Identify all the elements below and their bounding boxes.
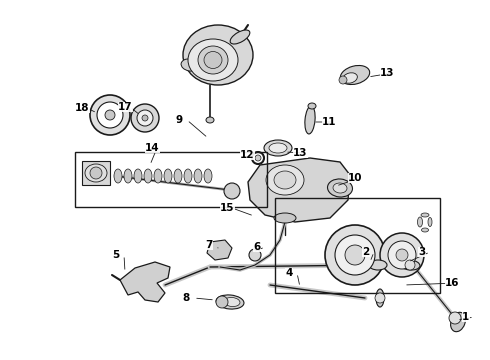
Ellipse shape <box>341 66 369 85</box>
Ellipse shape <box>428 217 432 226</box>
Ellipse shape <box>164 169 172 183</box>
Text: 9: 9 <box>175 115 182 125</box>
Ellipse shape <box>174 169 182 183</box>
Ellipse shape <box>144 169 152 183</box>
Text: 4: 4 <box>285 268 293 278</box>
Ellipse shape <box>274 213 296 223</box>
Ellipse shape <box>369 260 387 270</box>
Circle shape <box>255 155 261 161</box>
Ellipse shape <box>194 169 202 183</box>
Ellipse shape <box>204 51 222 68</box>
Text: 15: 15 <box>220 203 235 213</box>
Ellipse shape <box>85 164 107 182</box>
Circle shape <box>249 249 261 261</box>
Ellipse shape <box>188 39 238 81</box>
Circle shape <box>105 110 115 120</box>
Ellipse shape <box>183 25 253 85</box>
Text: 7: 7 <box>205 240 212 250</box>
Text: 10: 10 <box>348 173 363 183</box>
Ellipse shape <box>451 312 465 332</box>
Ellipse shape <box>204 169 212 183</box>
Ellipse shape <box>327 179 352 197</box>
Bar <box>75 152 267 207</box>
Ellipse shape <box>134 169 142 183</box>
Text: 13: 13 <box>380 68 394 78</box>
Circle shape <box>375 293 385 303</box>
Text: 3: 3 <box>418 247 425 257</box>
Text: 6: 6 <box>253 242 260 252</box>
Circle shape <box>380 233 424 277</box>
Circle shape <box>224 183 240 199</box>
Circle shape <box>325 225 385 285</box>
Circle shape <box>90 95 130 135</box>
Ellipse shape <box>114 169 122 183</box>
Circle shape <box>137 110 153 126</box>
Circle shape <box>396 249 408 261</box>
Circle shape <box>449 312 461 324</box>
Bar <box>82 161 110 185</box>
Text: 11: 11 <box>322 117 337 127</box>
Ellipse shape <box>266 165 304 195</box>
Ellipse shape <box>124 169 132 183</box>
Circle shape <box>131 104 159 132</box>
Text: 2: 2 <box>362 247 369 257</box>
Ellipse shape <box>343 73 357 83</box>
Text: 16: 16 <box>445 278 460 288</box>
Circle shape <box>388 241 416 269</box>
Ellipse shape <box>305 106 315 134</box>
Polygon shape <box>207 240 232 260</box>
Ellipse shape <box>206 117 214 123</box>
Ellipse shape <box>198 46 228 74</box>
Ellipse shape <box>376 289 384 307</box>
Text: 17: 17 <box>118 102 133 112</box>
Text: 5: 5 <box>112 250 119 260</box>
Polygon shape <box>120 262 170 302</box>
Ellipse shape <box>264 140 292 156</box>
Ellipse shape <box>417 217 422 227</box>
Ellipse shape <box>181 59 199 71</box>
Text: 13: 13 <box>293 148 308 158</box>
Text: 1: 1 <box>462 312 469 322</box>
Ellipse shape <box>154 169 162 183</box>
Ellipse shape <box>216 295 244 309</box>
Ellipse shape <box>400 260 420 270</box>
Ellipse shape <box>230 30 250 44</box>
Ellipse shape <box>274 171 296 189</box>
Circle shape <box>142 115 148 121</box>
Ellipse shape <box>421 228 428 232</box>
Ellipse shape <box>224 297 240 306</box>
Ellipse shape <box>333 183 347 193</box>
Text: 12: 12 <box>240 150 254 160</box>
Circle shape <box>335 235 375 275</box>
Text: 8: 8 <box>182 293 189 303</box>
Polygon shape <box>248 158 350 222</box>
Circle shape <box>90 167 102 179</box>
Ellipse shape <box>269 143 287 153</box>
Circle shape <box>97 102 123 128</box>
Circle shape <box>216 296 228 308</box>
Circle shape <box>339 76 347 84</box>
Text: 14: 14 <box>145 143 160 153</box>
Bar <box>275 198 440 293</box>
Ellipse shape <box>421 213 429 217</box>
Text: 18: 18 <box>75 103 90 113</box>
Circle shape <box>345 245 365 265</box>
Ellipse shape <box>184 169 192 183</box>
Circle shape <box>405 260 415 270</box>
Ellipse shape <box>308 103 316 109</box>
